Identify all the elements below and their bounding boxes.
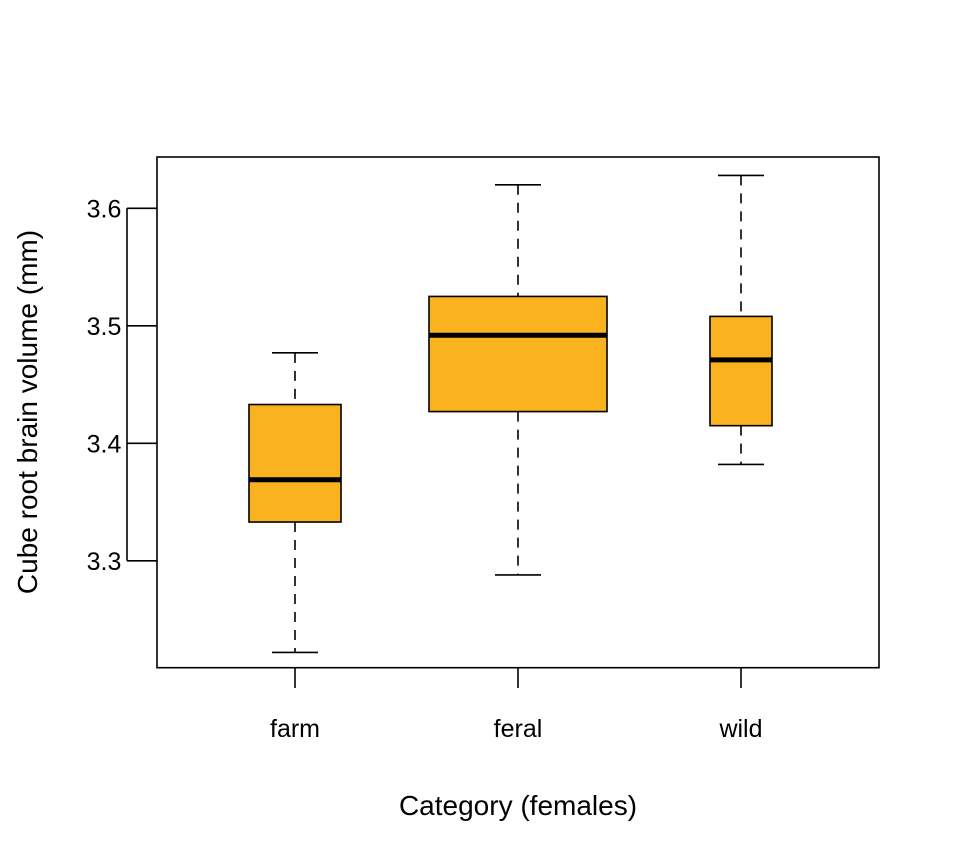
iqr-box bbox=[709, 315, 773, 427]
y-tick-label: 3.4 bbox=[87, 430, 122, 458]
x-axis-title: Category (females) bbox=[399, 790, 637, 821]
box-farm bbox=[248, 352, 342, 654]
box-feral bbox=[428, 184, 608, 576]
plot-area bbox=[248, 174, 773, 654]
x-axis: farm feral wild bbox=[270, 667, 763, 743]
y-tick-label: 3.5 bbox=[87, 313, 122, 341]
box-wild bbox=[709, 174, 773, 466]
plot-frame bbox=[156, 156, 880, 669]
iqr-box bbox=[428, 295, 608, 413]
y-tick-label: 3.6 bbox=[87, 195, 122, 223]
x-tick-label-feral: feral bbox=[494, 715, 543, 743]
y-axis-title: Cube root brain volume (mm) bbox=[12, 230, 43, 594]
iqr-box bbox=[248, 403, 342, 523]
x-tick-label-farm: farm bbox=[270, 715, 320, 743]
y-tick-label: 3.3 bbox=[87, 548, 122, 576]
y-axis: 3.3 3.4 3.5 3.6 bbox=[87, 195, 157, 576]
x-tick-label-wild: wild bbox=[718, 715, 762, 743]
